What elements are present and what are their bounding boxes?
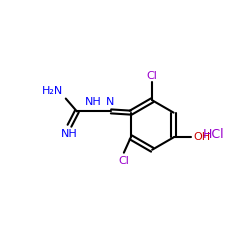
Text: Cl: Cl <box>118 156 129 166</box>
Text: Cl: Cl <box>147 71 158 81</box>
Text: OH: OH <box>193 132 210 142</box>
Text: H₂N: H₂N <box>42 86 63 96</box>
Text: NH: NH <box>61 129 78 139</box>
Text: NH: NH <box>85 98 102 108</box>
Text: N: N <box>106 98 114 108</box>
Text: HCl: HCl <box>203 128 225 141</box>
